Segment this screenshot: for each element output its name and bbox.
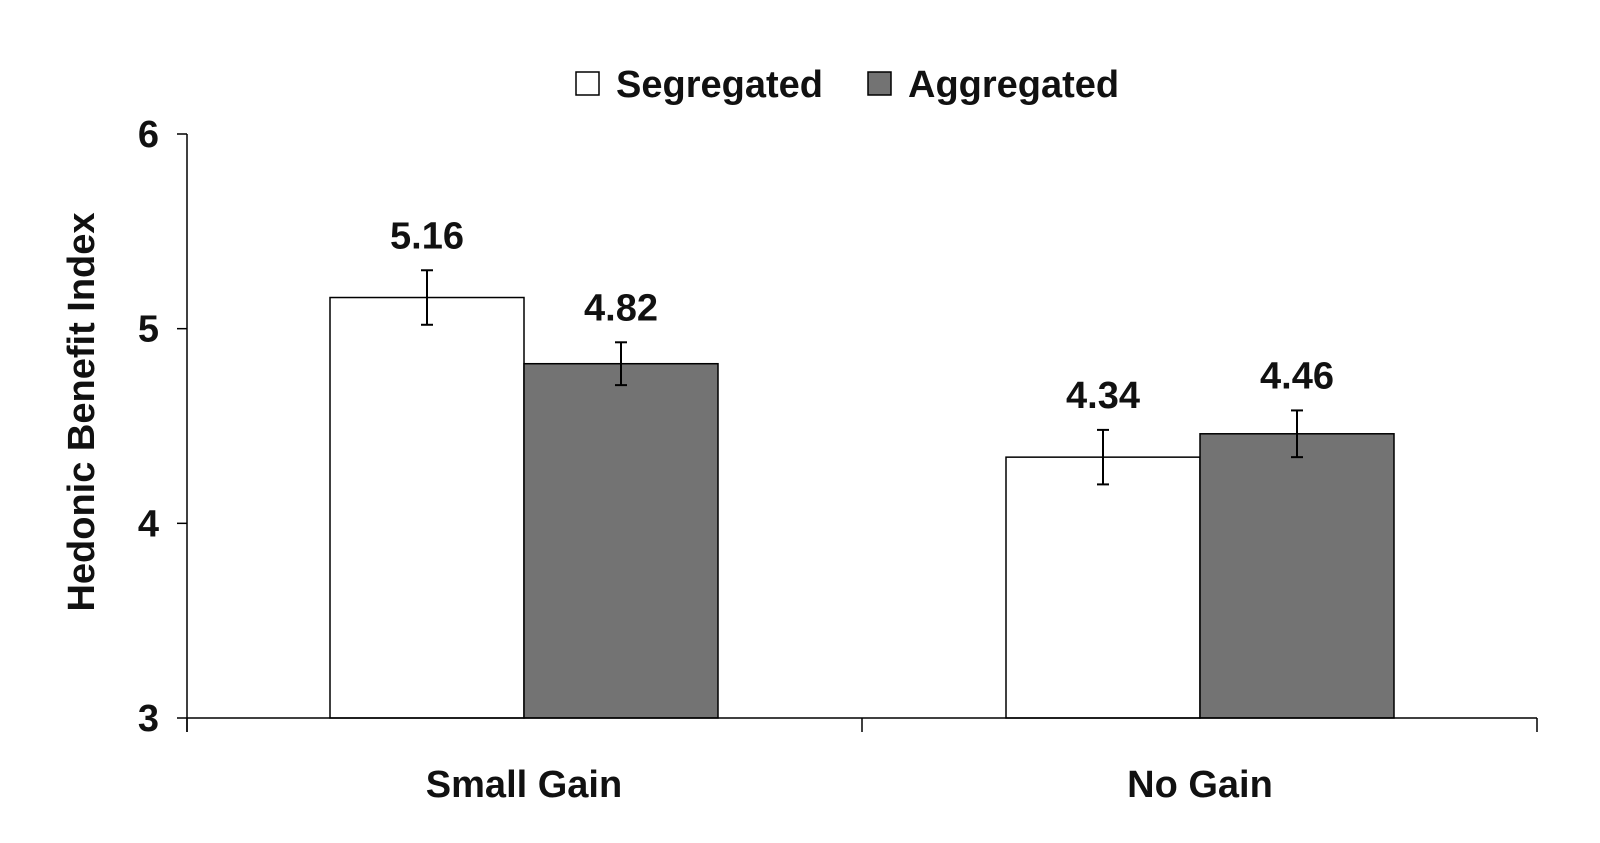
legend-swatch [867,71,892,96]
legend-label: Aggregated [908,64,1119,106]
data-label: 4.34 [1066,375,1140,417]
x-category-label: No Gain [1127,764,1273,806]
legend: Segregated Aggregated [575,64,1119,106]
error-bar-aggregated-no-gain [1291,409,1303,459]
bar-aggregated-no-gain [1199,433,1395,719]
bar-segregated-small-gain [329,296,525,719]
error-bar-segregated-no-gain [1097,428,1109,486]
data-label: 4.82 [584,287,658,329]
legend-item-segregated: Segregated [575,64,823,106]
error-bar-aggregated-small-gain [615,341,627,387]
error-bars-layer [421,269,1303,486]
legend-label: Segregated [616,64,823,106]
y-tick-label: 3 [138,698,159,740]
x-category-label: Small Gain [426,764,622,806]
data-label: 5.16 [390,215,464,257]
legend-item-aggregated: Aggregated [867,64,1119,106]
labels-layer: 5.16 4.82 4.34 4.46 [390,215,1334,417]
y-tick-label: 4 [138,503,159,545]
y-tick-label: 6 [138,114,159,156]
data-label: 4.46 [1260,355,1334,397]
axes-layer: 3 4 5 6 Small Gain No Gain [138,114,1538,806]
y-axis-title: Hedonic Benefit Index [61,212,103,611]
legend-swatch [575,71,600,96]
bar-segregated-no-gain [1005,456,1201,719]
y-tick-label: 5 [138,309,159,351]
bar-aggregated-small-gain [523,362,719,719]
bars-layer [329,296,1395,719]
error-bar-segregated-small-gain [421,269,433,326]
